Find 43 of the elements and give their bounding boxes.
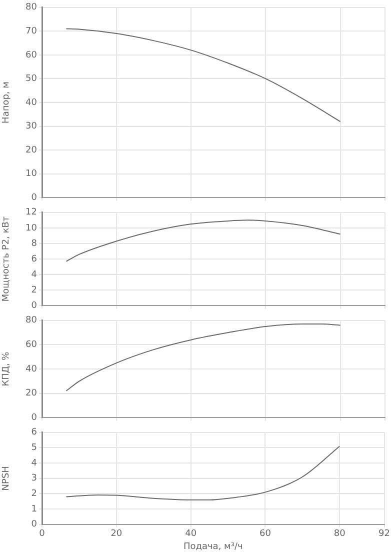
y-tick-label: 0 — [31, 300, 38, 311]
x-tick-label: 60 — [259, 529, 272, 540]
y-tick-label: 1 — [31, 504, 37, 514]
y-tick-label: 0 — [31, 520, 38, 530]
y-tick-label: 2 — [31, 489, 37, 500]
line-series — [66, 446, 340, 500]
x-axis-title: Подача, м³/ч — [183, 542, 243, 552]
y-axis-title: Напор, м — [2, 82, 12, 124]
y-tick-label: 70 — [26, 26, 38, 37]
y-tick-label: 10 — [26, 169, 38, 180]
y-axis-title: КПД, % — [2, 351, 12, 386]
line-series — [66, 220, 341, 262]
x-tick-label: 80 — [334, 529, 346, 540]
x-tick-label: 92 — [378, 529, 390, 540]
y-tick-label: 4 — [31, 458, 38, 468]
y-tick-label: 4 — [31, 270, 38, 280]
y-tick-label: 40 — [26, 98, 38, 108]
y-tick-label: 80 — [26, 2, 38, 13]
y-axis-title: Мощность P2, кВт — [2, 216, 12, 302]
line-series — [66, 28, 341, 122]
y-tick-label: 30 — [26, 122, 38, 132]
y-tick-label: 0 — [31, 412, 38, 423]
x-tick-label: 0 — [39, 529, 46, 540]
y-tick-label: 12 — [26, 208, 37, 218]
y-tick-label: 10 — [26, 223, 38, 234]
x-tick-label: 20 — [110, 529, 122, 540]
y-tick-label: 60 — [26, 340, 38, 350]
y-tick-label: 2 — [31, 285, 37, 296]
y-tick-label: 80 — [26, 316, 38, 326]
line-series — [66, 324, 341, 392]
y-tick-label: 0 — [31, 192, 38, 203]
y-axis-title: NPSH — [2, 466, 12, 491]
y-tick-label: 6 — [31, 254, 38, 264]
y-tick-label: 5 — [31, 443, 37, 454]
y-tick-label: 3 — [31, 474, 37, 484]
x-tick-label: 40 — [185, 529, 197, 540]
y-tick-label: 20 — [26, 388, 38, 399]
y-tick-label: 20 — [26, 145, 38, 156]
y-tick-label: 40 — [26, 364, 38, 374]
y-tick-label: 6 — [31, 428, 38, 438]
y-tick-label: 8 — [31, 238, 38, 249]
y-tick-label: 60 — [26, 50, 38, 60]
y-tick-label: 50 — [26, 74, 38, 84]
